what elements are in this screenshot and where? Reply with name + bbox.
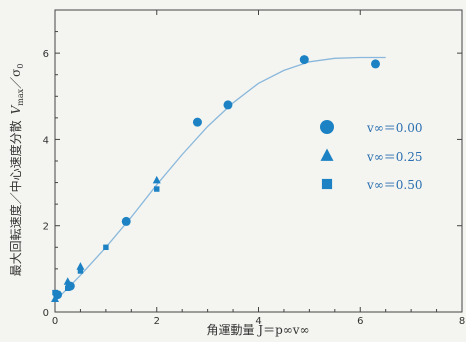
- data-points-layer: [51, 55, 381, 303]
- x-tick-label: 2: [154, 316, 160, 327]
- data-point-triangle: [63, 277, 72, 285]
- data-point-circle: [192, 117, 202, 127]
- axes-layer: 0 2 4 6 8 0 2 4 6: [43, 9, 465, 327]
- data-point-square: [64, 285, 71, 291]
- y-axis-title-v: V: [9, 104, 23, 114]
- data-point-circle: [223, 100, 233, 110]
- x-tick-label: 6: [357, 316, 363, 327]
- y-tick-label: 0: [43, 308, 49, 319]
- x-tick-label: 0: [52, 316, 58, 327]
- data-point-square: [103, 244, 109, 251]
- y-tick-label: 6: [43, 49, 49, 60]
- data-point-square: [77, 268, 84, 274]
- y-axis-title-sigma: ／σ: [9, 69, 23, 89]
- data-point-triangle: [76, 262, 85, 270]
- x-axis-title: 角運動量 J＝p∞v∞: [206, 323, 309, 337]
- y-axis-title-sub-max: max: [16, 88, 25, 105]
- legend: v∞＝0.00 v∞＝0.25 v∞＝0.50: [320, 120, 423, 192]
- fit-curve-layer: [54, 56, 386, 302]
- x-tick-label: 8: [459, 316, 465, 327]
- legend-marker-triangle: [320, 148, 334, 161]
- x-tick-label: 4: [255, 316, 261, 327]
- y-axis-title-main: 最大回転速度／中心速度分散: [8, 120, 23, 276]
- data-point-triangle: [152, 175, 161, 184]
- data-point-triangle: [51, 294, 59, 303]
- y-tick-label: 4: [43, 135, 49, 146]
- legend-label: v∞＝0.00: [366, 121, 423, 135]
- legend-label: v∞＝0.25: [366, 150, 423, 164]
- legend-marker-circle: [320, 120, 334, 134]
- y-axis-title: 最大回転速度／中心速度分散 Vmax／σ0: [8, 64, 25, 277]
- legend-label: v∞＝0.50: [366, 178, 423, 192]
- data-point-circle: [299, 55, 309, 65]
- data-point-square: [154, 186, 160, 192]
- fit-curve: [54, 56, 386, 302]
- y-tick-label: 2: [43, 222, 49, 233]
- y-axis-title-sub-0: 0: [16, 64, 25, 69]
- data-point-circle: [121, 216, 131, 226]
- data-point-circle: [371, 59, 381, 69]
- data-point-square: [52, 289, 58, 296]
- legend-marker-square: [321, 178, 333, 190]
